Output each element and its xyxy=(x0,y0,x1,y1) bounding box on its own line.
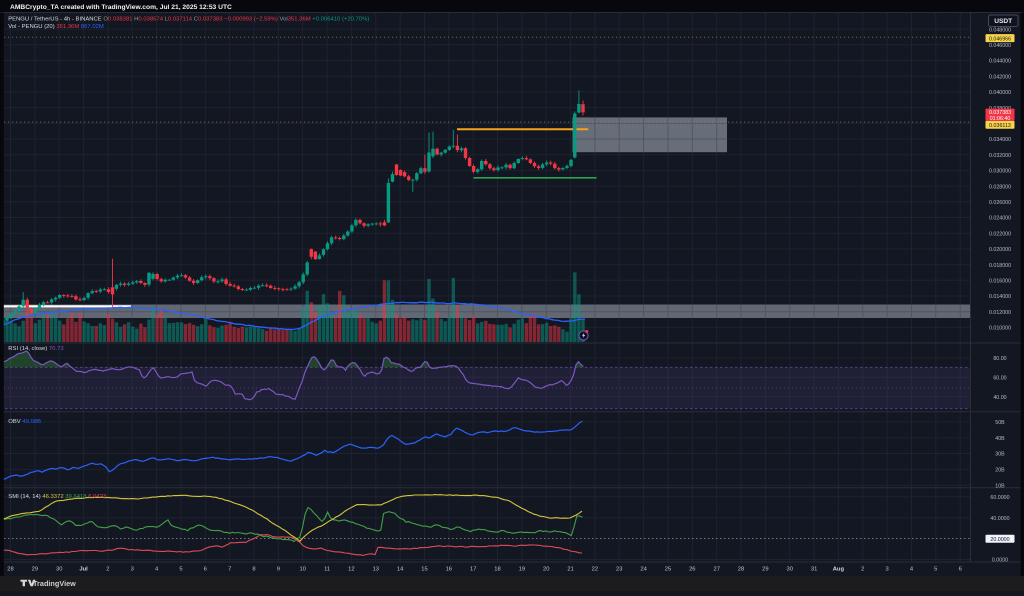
svg-text:30: 30 xyxy=(56,567,62,573)
svg-text:20B: 20B xyxy=(995,468,1005,474)
svg-text:RSI (14, close) 70.73: RSI (14, close) 70.73 xyxy=(8,346,64,352)
svg-text:6: 6 xyxy=(204,567,207,573)
svg-text:Aug: Aug xyxy=(833,567,845,573)
svg-text:13: 13 xyxy=(373,567,379,573)
svg-text:28: 28 xyxy=(7,567,13,573)
svg-text:20.0000: 20.0000 xyxy=(990,537,1009,543)
svg-text:2: 2 xyxy=(106,567,109,573)
svg-text:14: 14 xyxy=(397,567,404,573)
svg-text:5: 5 xyxy=(179,567,182,573)
svg-text:3: 3 xyxy=(885,567,888,573)
svg-text:0.020000: 0.020000 xyxy=(989,247,1011,253)
svg-text:USDT: USDT xyxy=(994,18,1012,25)
svg-text:0.026000: 0.026000 xyxy=(989,200,1011,206)
svg-text:60.00: 60.00 xyxy=(993,376,1006,382)
svg-text:0.016000: 0.016000 xyxy=(989,279,1011,285)
svg-text:30: 30 xyxy=(786,567,792,573)
svg-text:16: 16 xyxy=(446,567,452,573)
svg-text:4: 4 xyxy=(910,567,914,573)
svg-text:0.037383: 0.037383 xyxy=(989,110,1011,116)
svg-text:Vol - PENGU (20) 351.36M 867.0: Vol - PENGU (20) 351.36M 867.02M xyxy=(8,24,104,30)
svg-text:18: 18 xyxy=(494,567,500,573)
svg-text:30B: 30B xyxy=(995,452,1005,458)
svg-text:0.042000: 0.042000 xyxy=(989,74,1011,80)
svg-text:40.00: 40.00 xyxy=(993,395,1006,401)
svg-text:29: 29 xyxy=(32,567,38,573)
svg-text:Jul: Jul xyxy=(79,567,88,573)
svg-text:40.0000: 40.0000 xyxy=(990,516,1009,522)
svg-text:0.030000: 0.030000 xyxy=(989,169,1011,175)
svg-text:SMI (14, 14) 46.3372 39.6418 6: SMI (14, 14) 46.3372 39.6418 6.0423 xyxy=(8,494,107,500)
svg-text:9: 9 xyxy=(277,567,280,573)
svg-text:TradingView: TradingView xyxy=(33,579,76,588)
svg-text:3: 3 xyxy=(131,567,134,573)
svg-text:25: 25 xyxy=(665,567,671,573)
svg-text:80.00: 80.00 xyxy=(993,356,1006,362)
svg-text:2: 2 xyxy=(861,567,864,573)
svg-text:11: 11 xyxy=(324,567,330,573)
svg-text:0.0000: 0.0000 xyxy=(992,558,1008,564)
svg-text:0.018000: 0.018000 xyxy=(989,263,1011,269)
svg-text:22: 22 xyxy=(592,567,598,573)
svg-text:0.014000: 0.014000 xyxy=(989,294,1011,300)
svg-text:0.048000: 0.048000 xyxy=(989,27,1011,33)
svg-text:21: 21 xyxy=(567,567,573,573)
svg-text:0.012000: 0.012000 xyxy=(989,310,1011,316)
svg-text:40B: 40B xyxy=(995,436,1005,442)
svg-text:27: 27 xyxy=(713,567,719,573)
svg-text:4: 4 xyxy=(155,567,159,573)
svg-text:AMBCrypto_TA created with Trad: AMBCrypto_TA created with TradingView.co… xyxy=(10,4,232,11)
svg-text:50B: 50B xyxy=(995,420,1005,426)
svg-text:01:06:40: 01:06:40 xyxy=(990,116,1011,122)
svg-text:17: 17 xyxy=(470,567,476,573)
svg-text:0.024000: 0.024000 xyxy=(989,216,1011,222)
svg-text:8: 8 xyxy=(252,567,255,573)
svg-text:15: 15 xyxy=(421,567,427,573)
svg-text:0.044000: 0.044000 xyxy=(989,59,1011,65)
svg-text:0.022000: 0.022000 xyxy=(989,231,1011,237)
svg-text:29: 29 xyxy=(762,567,768,573)
svg-text:0.040000: 0.040000 xyxy=(989,90,1011,96)
svg-text:19: 19 xyxy=(519,567,525,573)
svg-text:5: 5 xyxy=(934,567,937,573)
svg-text:PENGU / TetherUS - 4h - BINANC: PENGU / TetherUS - 4h - BINANCE O0.03838… xyxy=(8,16,369,22)
svg-text:10: 10 xyxy=(299,567,305,573)
svg-text:20: 20 xyxy=(543,567,549,573)
svg-text:7: 7 xyxy=(228,567,231,573)
svg-text:23: 23 xyxy=(616,567,622,573)
svg-text:12: 12 xyxy=(348,567,354,573)
svg-text:0.010000: 0.010000 xyxy=(989,326,1011,332)
svg-text:26: 26 xyxy=(689,567,695,573)
svg-text:31: 31 xyxy=(811,567,817,573)
svg-text:0.046966: 0.046966 xyxy=(989,36,1011,42)
svg-text:60.0000: 60.0000 xyxy=(990,495,1009,501)
svg-text:10B: 10B xyxy=(995,484,1005,490)
svg-text:OBV 49.08B: OBV 49.08B xyxy=(8,419,41,425)
svg-text:6: 6 xyxy=(959,567,962,573)
svg-text:0.036113: 0.036113 xyxy=(989,123,1011,129)
svg-text:0.046000: 0.046000 xyxy=(989,43,1011,49)
svg-text:24: 24 xyxy=(640,567,647,573)
svg-text:0.032000: 0.032000 xyxy=(989,153,1011,159)
svg-text:28: 28 xyxy=(738,567,744,573)
svg-text:0.034000: 0.034000 xyxy=(989,137,1011,143)
svg-text:0.028000: 0.028000 xyxy=(989,184,1011,190)
